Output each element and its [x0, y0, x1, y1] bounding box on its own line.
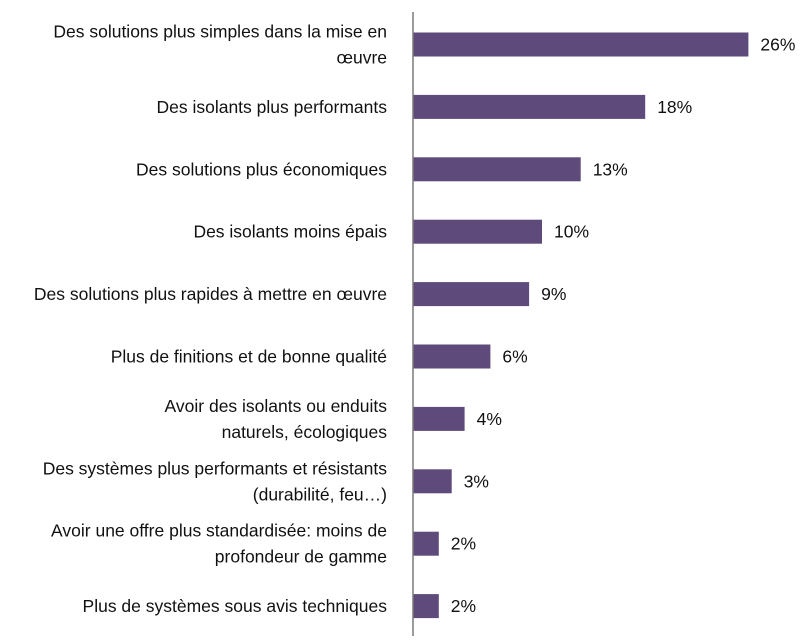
bar-1	[413, 32, 749, 57]
bars-group	[413, 32, 749, 619]
bar-7	[413, 406, 465, 431]
category-label-5: Des solutions plus rapides à mettre en œ…	[34, 284, 387, 304]
category-label-1-line-1: Des solutions plus simples dans la mise …	[53, 22, 387, 42]
category-label-1: Des solutions plus simples dans la mise …	[53, 22, 387, 68]
bar-5	[413, 282, 530, 307]
category-label-2-line-1: Des isolants plus performants	[156, 97, 387, 117]
category-label-10-line-1: Plus de systèmes sous avis techniques	[83, 596, 388, 616]
category-label-4: Des isolants moins épais	[193, 222, 387, 242]
value-label-5: 9%	[541, 284, 566, 304]
category-label-3: Des solutions plus économiques	[136, 159, 387, 179]
category-label-8-line-2: (durabilité, feu…)	[253, 484, 387, 504]
category-label-7-line-2: naturels, écologiques	[222, 422, 388, 442]
value-labels: 26% 18% 13% 10% 9% 6% 4% 3% 2% 2%	[451, 35, 796, 617]
category-label-8-line-1: Des systèmes plus performants et résista…	[43, 458, 388, 478]
category-label-1-line-2: œuvre	[336, 48, 387, 68]
value-label-1: 26%	[760, 35, 795, 55]
bar-8	[413, 469, 452, 494]
category-label-2: Des isolants plus performants	[156, 97, 387, 117]
value-label-9: 2%	[451, 534, 476, 554]
value-label-8: 3%	[464, 471, 489, 491]
bar-2	[413, 94, 646, 119]
value-label-2: 18%	[657, 97, 692, 117]
value-label-3: 13%	[593, 159, 628, 179]
category-label-9: Avoir une offre plus standardisée: moins…	[51, 521, 387, 567]
category-label-10: Plus de systèmes sous avis techniques	[83, 596, 388, 616]
bar-6	[413, 344, 491, 369]
category-label-6: Plus de finitions et de bonne qualité	[111, 347, 387, 367]
category-label-6-line-1: Plus de finitions et de bonne qualité	[111, 347, 387, 367]
value-label-6: 6%	[502, 347, 527, 367]
value-label-4: 10%	[554, 222, 589, 242]
bar-10	[413, 594, 439, 619]
category-label-3-line-1: Des solutions plus économiques	[136, 159, 387, 179]
category-label-7-line-1: Avoir des isolants ou enduits	[165, 396, 388, 416]
value-label-10: 2%	[451, 596, 476, 616]
category-label-9-line-2: profondeur de gamme	[215, 547, 387, 567]
bar-9	[413, 531, 439, 556]
category-label-5-line-1: Des solutions plus rapides à mettre en œ…	[34, 284, 387, 304]
category-label-4-line-1: Des isolants moins épais	[193, 222, 387, 242]
bar-4	[413, 219, 542, 244]
category-label-7: Avoir des isolants ou enduits naturels, é…	[165, 396, 388, 442]
category-label-8: Des systèmes plus performants et résista…	[43, 458, 388, 504]
bar-3	[413, 157, 581, 182]
value-label-7: 4%	[477, 409, 502, 429]
category-label-9-line-1: Avoir une offre plus standardisée: moins…	[51, 521, 387, 541]
category-labels: Des solutions plus simples dans la mise …	[34, 22, 387, 617]
